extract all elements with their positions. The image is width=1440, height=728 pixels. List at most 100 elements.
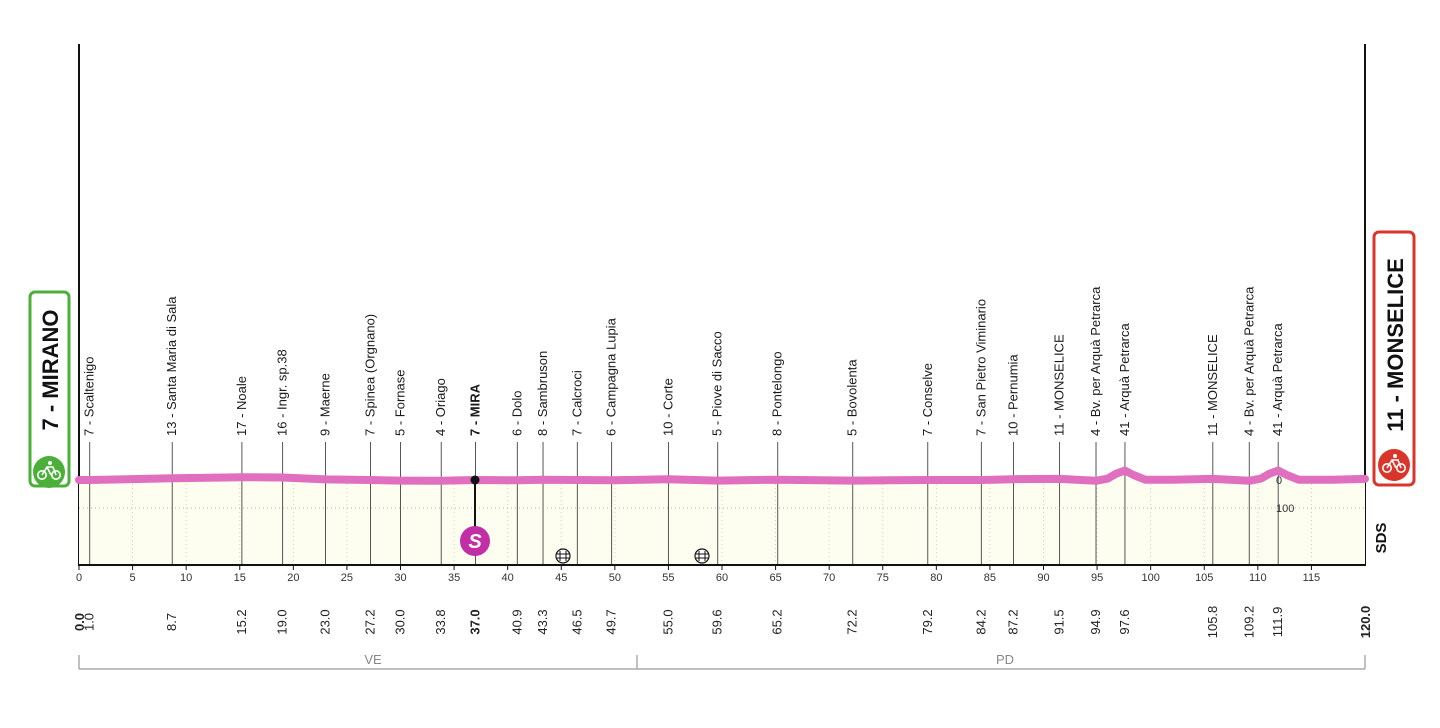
waypoint-km-label: 105.8 (1205, 606, 1220, 639)
waypoint-label: 6 - Dolo (509, 390, 524, 436)
waypoint-km-label: 91.5 (1052, 609, 1067, 634)
x-tick-label: 0 (76, 572, 82, 584)
x-tick-label: 70 (823, 572, 835, 584)
waypoint-label: 10 - Pernumia (1005, 354, 1020, 436)
waypoint-label: 7 - MIRA (468, 383, 483, 436)
x-tick-label: 10 (180, 572, 192, 584)
waypoint-km-label: 27.2 (362, 609, 377, 634)
waypoint-km-label: 15.2 (234, 609, 249, 634)
waypoint-km-label: 40.9 (509, 609, 524, 634)
x-tick-label: 115 (1303, 572, 1321, 584)
waypoint-label: 17 - Noale (234, 376, 249, 436)
waypoint-km-label: 30.0 (393, 609, 408, 634)
x-tick-label: 5 (130, 572, 136, 584)
waypoint-km-labels: 1.0 8.7 15.2 19.0 23.0 27.2 30.0 33.8 37.0 40.9 43… (82, 606, 1285, 639)
waypoint-label: 7 - San Pietro Viminario (973, 299, 988, 436)
alt-mark-0: 0 (1276, 475, 1282, 487)
waypoint-km-label: 49.7 (604, 609, 619, 634)
waypoint-km-label: 72.2 (845, 609, 860, 634)
x-tick-label: 105 (1195, 572, 1213, 584)
waypoint-label: 13 - Santa Maria di Sala (164, 296, 179, 436)
waypoint-km-label: 55.0 (660, 609, 675, 634)
waypoint-label: 41 - Arquà Petrarca (1270, 323, 1285, 436)
waypoint-label: 5 - Fornase (393, 370, 408, 436)
waypoint-km-label: 65.2 (770, 609, 785, 634)
province-label-pd: PD (996, 652, 1014, 667)
waypoint-label: 8 - Sambruson (535, 351, 550, 436)
waypoint-label: 5 - Piove di Sacco (710, 331, 725, 436)
x-tick-label: 100 (1141, 572, 1159, 584)
waypoint-label: 11 - MONSELICE (1052, 334, 1067, 436)
waypoint-km-label: 109.2 (1241, 606, 1256, 639)
waypoint-label: 4 - Bv. per Arquà Petrarca (1241, 286, 1256, 436)
waypoint-label: 7 - Spinea (Orgnano) (362, 314, 377, 436)
waypoint-label: 11 - MONSELICE (1205, 334, 1220, 436)
x-tick-label: 15 (234, 572, 246, 584)
waypoint-km-label: 111.9 (1270, 607, 1285, 638)
waypoint-label: 7 - Scaltenigo (82, 357, 97, 437)
province-bar: VE PD (78, 652, 1366, 670)
waypoint-label: 7 - Calcroci (569, 370, 584, 436)
finish-badge: 11 - MONSELICE (1372, 230, 1416, 487)
waypoint-km-label: 8.7 (164, 613, 179, 631)
waypoint-label: 6 - Campagna Lupia (604, 317, 619, 436)
waypoint-label: 9 - Maerne (317, 373, 332, 436)
waypoint-km-label: 79.2 (920, 609, 935, 634)
x-tick-label: 110 (1249, 572, 1267, 584)
profile-line (75, 466, 1369, 485)
x-tick-label: 75 (877, 572, 889, 584)
x-tick-label: 65 (769, 572, 781, 584)
x-tick-label: 30 (394, 572, 406, 584)
waypoint-label: 7 - Conselve (920, 363, 935, 436)
x-tick-label: 80 (930, 572, 942, 584)
waypoint-km-label: 1.0 (82, 613, 97, 631)
waypoint-label: 10 - Corte (660, 378, 675, 436)
waypoint-label: 41 - Arquà Petrarca (1117, 323, 1132, 436)
waypoint-label: 4 - Oriago (433, 378, 448, 436)
x-tick-label: 20 (287, 572, 299, 584)
x-tick-label: 40 (502, 572, 514, 584)
start-badge: 7 - MIRANO (28, 290, 71, 488)
waypoint-km-label: 59.6 (710, 609, 725, 634)
waypoint-km-label: 97.6 (1117, 609, 1132, 634)
x-tick-label: 95 (1091, 572, 1103, 584)
waypoint-label: 5 - Bovolenta (845, 359, 860, 436)
waypoint-label: 8 - Pontelongo (770, 351, 785, 436)
waypoint-km-label: 33.8 (433, 609, 448, 634)
waypoint-km-label: 87.2 (1005, 609, 1020, 634)
waypoint-km-label: 37.0 (468, 609, 483, 634)
waypoint-km-label: 23.0 (317, 609, 332, 634)
waypoint-label: 4 - Bv. per Arquà Petrarca (1088, 286, 1103, 436)
waypoint-km-label: 94.9 (1088, 609, 1103, 634)
waypoint-label: 16 - Ingr. sp.38 (275, 349, 290, 436)
x-tick-label: 25 (341, 572, 353, 584)
finish-town-label: 11 - MONSELICE (1383, 258, 1408, 432)
alt-mark-100: 100 (1276, 503, 1294, 515)
finish-km-label: 120.0 (1358, 606, 1373, 639)
x-tick-label: 50 (609, 572, 621, 584)
sprint-icon (460, 526, 490, 556)
brand-mark: SDS (1373, 523, 1390, 554)
waypoint-labels: 7 - Scaltenigo 13 - Santa Maria di Sala 17… (82, 286, 1285, 436)
intermediate-sprint-marker: S (460, 475, 490, 556)
sprint-symbol: S (468, 531, 482, 553)
level-crossing-icon (555, 548, 571, 564)
waypoint-km-label: 84.2 (973, 609, 988, 634)
x-tick-label: 60 (716, 572, 728, 584)
sprint-dot (470, 475, 480, 485)
x-tick-label: 90 (1037, 572, 1049, 584)
x-tick-label: 85 (984, 572, 996, 584)
waypoint-km-label: 46.5 (569, 609, 584, 634)
x-tick-label: 45 (555, 572, 567, 584)
start-km-label: 0.0 (72, 613, 87, 631)
level-crossing-icon (694, 548, 710, 564)
waypoint-km-label: 43.3 (535, 609, 550, 634)
waypoint-lines (89, 442, 1279, 565)
x-tick-label: 55 (662, 572, 674, 584)
province-label-ve: VE (364, 652, 382, 667)
x-tick-label: 35 (448, 572, 460, 584)
distance-ticks: 0 5 10 15 20 25 30 35 40 45 50 55 60 65 70 75 80 85 90 95 10… (76, 565, 1320, 584)
start-town-label: 7 - MIRANO (38, 310, 63, 431)
waypoint-km-label: 19.0 (275, 609, 290, 634)
